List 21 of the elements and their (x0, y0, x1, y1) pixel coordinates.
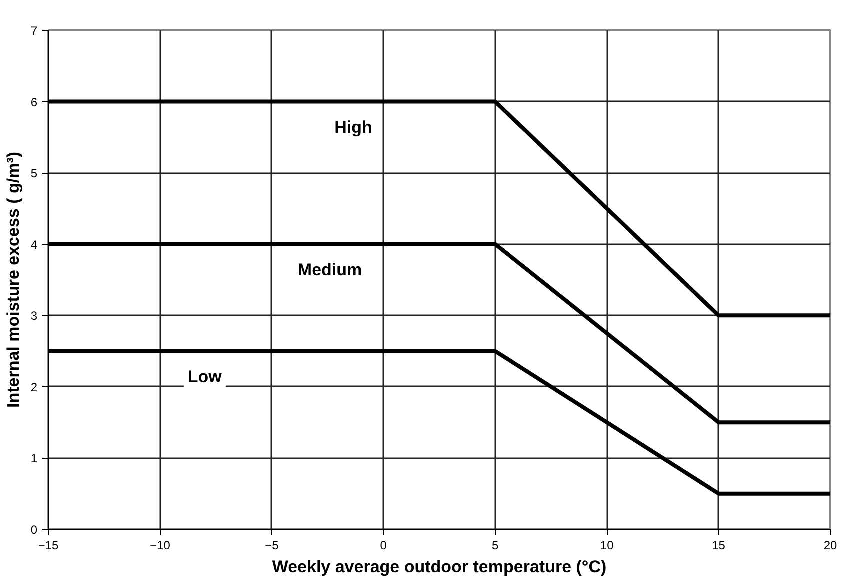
x-tick-label: −5 (265, 538, 280, 552)
y-tick-label: 0 (30, 523, 38, 537)
series-label: High (334, 118, 372, 137)
y-tick-label: 7 (30, 24, 38, 38)
x-tick-label: 10 (600, 538, 614, 552)
x-tick-label: −10 (150, 538, 171, 552)
y-tick-label: 4 (30, 238, 38, 252)
x-axis-title: Weekly average outdoor temperature (°C) (272, 558, 607, 576)
x-tick-label: 20 (824, 538, 838, 552)
series-label: Low (188, 367, 223, 386)
y-axis-title: Internal moisture excess ( g/m³) (4, 152, 23, 408)
series-label: Medium (298, 260, 362, 280)
y-tick-label: 6 (30, 95, 38, 110)
y-tick-label: 1 (30, 452, 38, 466)
y-tick-label: 3 (30, 309, 38, 324)
x-tick-label: 0 (380, 538, 388, 552)
x-tick-label: 15 (712, 538, 726, 552)
x-tick-label: 5 (492, 538, 500, 552)
x-tick-label: −15 (38, 538, 60, 552)
y-tick-label: 2 (30, 380, 38, 394)
y-tick-label: 5 (30, 166, 38, 181)
